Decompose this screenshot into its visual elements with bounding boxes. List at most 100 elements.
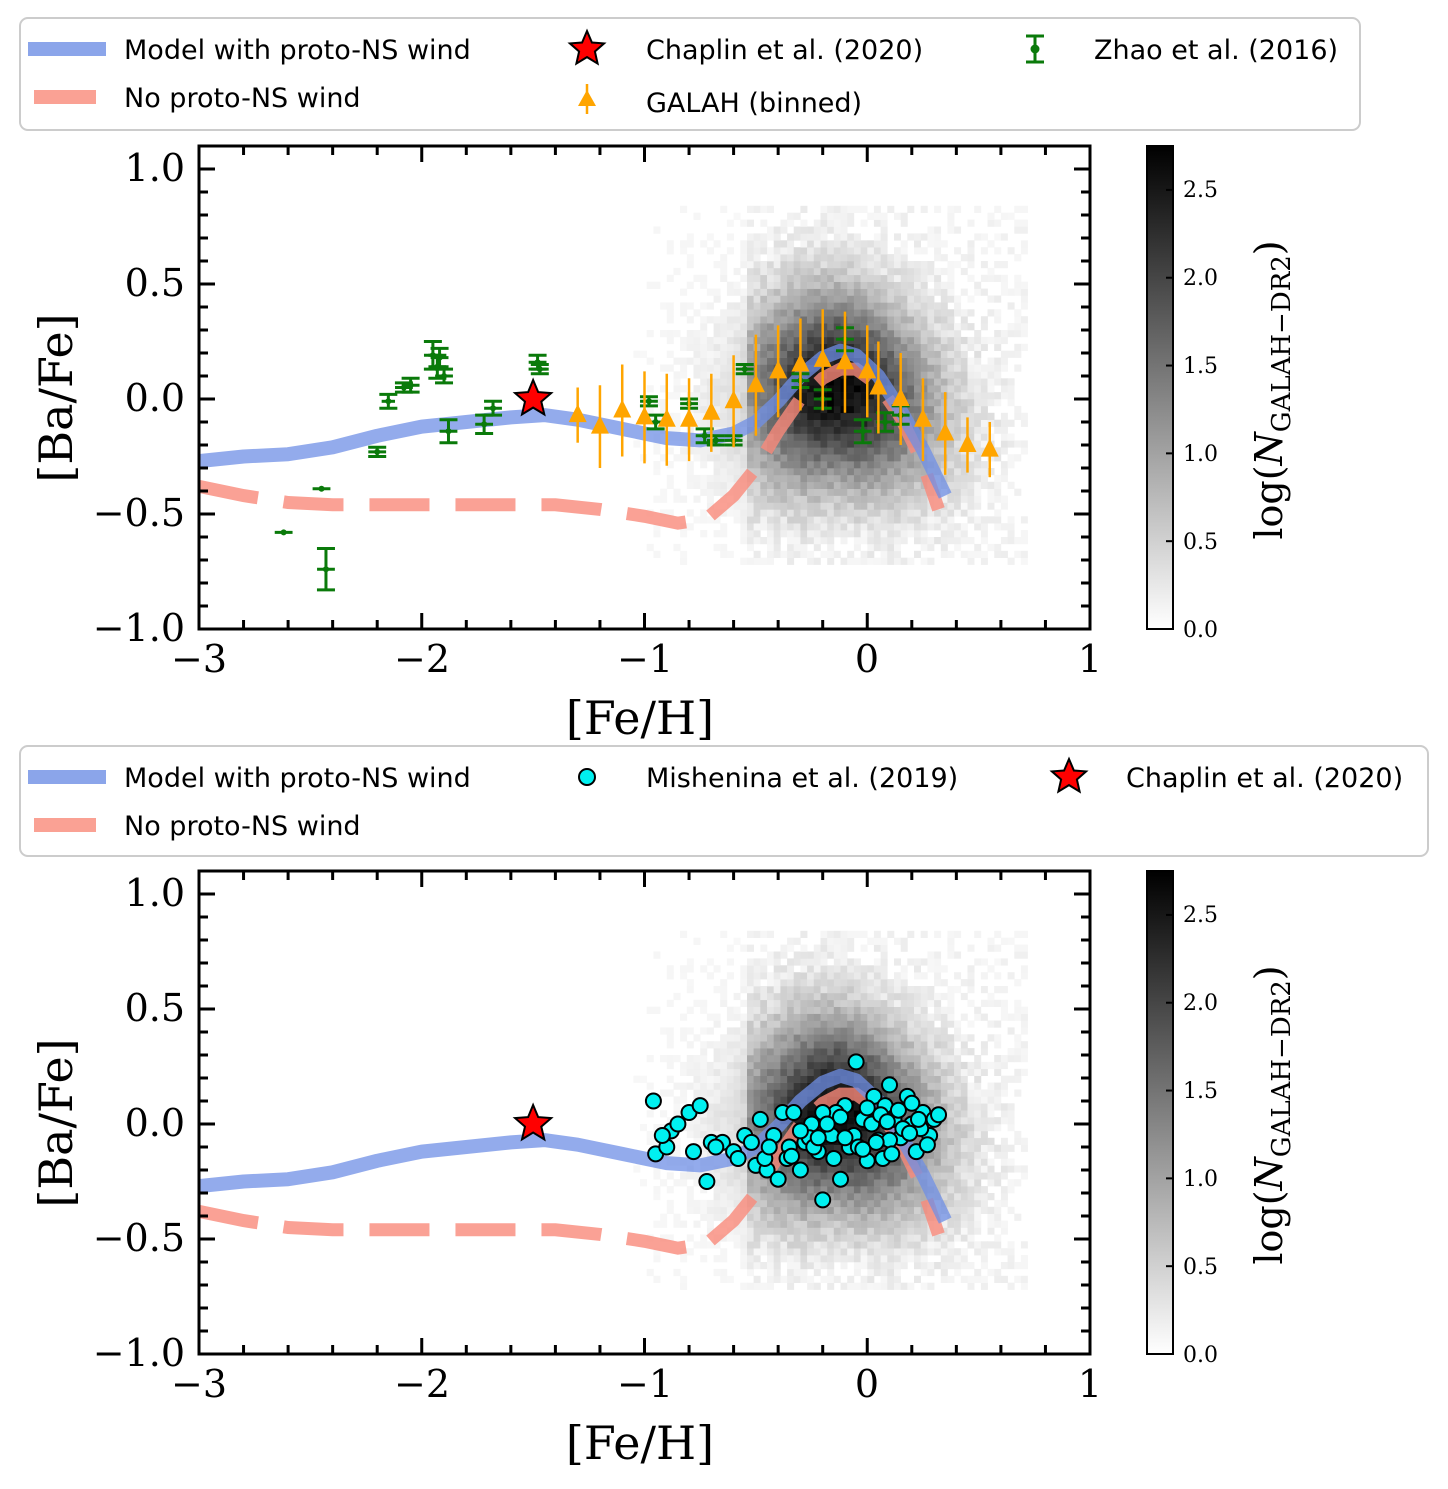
heatmap-cell — [900, 1082, 908, 1090]
heatmap-cell — [994, 1061, 1002, 1070]
heatmap-cell — [740, 1013, 748, 1021]
heatmap-cell — [827, 930, 835, 938]
heatmap-cell — [700, 1041, 708, 1049]
heatmap-cell — [767, 1248, 774, 1256]
heatmap-cell — [840, 1186, 848, 1194]
heatmap-cell — [706, 1013, 714, 1021]
heatmap-cell — [887, 447, 895, 455]
heatmap-cell — [980, 1275, 988, 1283]
heatmap-cell — [800, 392, 808, 400]
heatmap-cell — [853, 1234, 861, 1242]
heatmap-cell — [767, 468, 774, 476]
heatmap-cell — [840, 433, 848, 441]
heatmap-cell — [760, 1006, 768, 1014]
heatmap-cell — [994, 1234, 1002, 1242]
heatmap-cell — [927, 543, 935, 552]
heatmap-cell — [840, 1158, 848, 1166]
heatmap-cell — [700, 1130, 708, 1139]
heatmap-cell — [920, 336, 928, 345]
heatmap-cell — [726, 288, 734, 296]
heatmap-cell — [847, 302, 855, 310]
heatmap-cell — [900, 385, 908, 393]
heatmap-cell — [700, 1055, 708, 1063]
heatmap-cell — [987, 1137, 995, 1145]
heatmap-cell — [1007, 523, 1015, 531]
heatmap-cell — [773, 495, 781, 503]
heatmap-cell — [673, 412, 681, 420]
heatmap-cell — [833, 316, 841, 324]
heatmap-cell — [907, 530, 915, 538]
heatmap-cell — [1007, 419, 1015, 427]
heatmap-cell — [873, 537, 881, 545]
heatmap-cell — [660, 1213, 668, 1221]
heatmap-cell — [920, 1282, 928, 1290]
heatmap-cell — [980, 523, 988, 531]
heatmap-cell — [967, 1262, 975, 1270]
zhao-marker — [701, 432, 708, 439]
heatmap-cell — [760, 1075, 768, 1083]
heatmap-cell — [1020, 1041, 1028, 1049]
heatmap-cell — [954, 1262, 962, 1270]
heatmap-cell — [860, 516, 868, 524]
heatmap-cell — [733, 357, 741, 365]
heatmap-cell — [860, 1206, 868, 1214]
heatmap-cell — [840, 516, 848, 524]
heatmap-cell — [633, 1165, 641, 1173]
heatmap-cell — [960, 1124, 968, 1132]
heatmap-cell — [827, 1034, 835, 1042]
galah-binned-point — [702, 373, 721, 452]
heatmap-cell — [827, 502, 835, 510]
heatmap-cell — [740, 309, 748, 317]
heatmap-cell — [666, 350, 674, 358]
heatmap-cell — [747, 1220, 754, 1228]
heatmap-cell — [800, 343, 808, 351]
heatmap-cell — [914, 405, 921, 414]
heatmap-cell — [940, 1137, 948, 1145]
heatmap-cell — [787, 999, 795, 1007]
heatmap-cell — [1007, 937, 1015, 945]
heatmap-cell — [1000, 1082, 1008, 1090]
heatmap-cell — [807, 1248, 815, 1256]
heatmap-cell — [800, 1262, 808, 1270]
heatmap-cell — [760, 1241, 768, 1249]
heatmap-cell — [894, 378, 901, 386]
heatmap-cell — [974, 1061, 982, 1070]
heatmap-cell — [860, 930, 868, 938]
heatmap-cell — [693, 1179, 701, 1187]
heatmap-cell — [853, 240, 861, 248]
heatmap-cell — [780, 433, 788, 441]
heatmap-cell — [833, 523, 841, 531]
heatmap-cell — [947, 523, 955, 531]
heatmap-cell — [880, 1282, 888, 1290]
heatmap-cell — [940, 523, 948, 531]
heatmap-cell — [747, 986, 754, 994]
heatmap-cell — [760, 350, 768, 358]
heatmap-cell — [813, 502, 821, 510]
heatmap-cell — [974, 371, 982, 379]
galah-binned-point — [613, 364, 632, 457]
heatmap-cell — [867, 254, 875, 262]
heatmap-cell — [954, 1186, 962, 1194]
heatmap-cell — [1020, 550, 1028, 558]
heatmap-cell — [987, 1117, 995, 1125]
heatmap-cell — [693, 1172, 701, 1180]
heatmap-cell — [920, 350, 928, 358]
heatmap-cell — [793, 295, 801, 303]
heatmap-cell — [847, 1013, 855, 1021]
heatmap-cell — [987, 1096, 995, 1104]
heatmap-cell — [867, 1186, 875, 1194]
heatmap-cell — [954, 543, 962, 552]
heatmap-cell — [747, 316, 754, 324]
heatmap-cell — [867, 543, 875, 552]
heatmap-cell — [807, 1158, 815, 1166]
heatmap-cell — [820, 537, 828, 545]
heatmap-cell — [807, 1255, 815, 1263]
heatmap-cell — [894, 336, 901, 345]
heatmap-cell — [753, 930, 761, 938]
heatmap-cell — [1014, 944, 1022, 952]
heatmap-cell — [800, 944, 808, 952]
heatmap-cell — [787, 979, 795, 987]
heatmap-cell — [927, 1268, 935, 1277]
heatmap-cell — [773, 1027, 781, 1035]
bottom-y-tick-label: 0.0 — [125, 1101, 185, 1145]
